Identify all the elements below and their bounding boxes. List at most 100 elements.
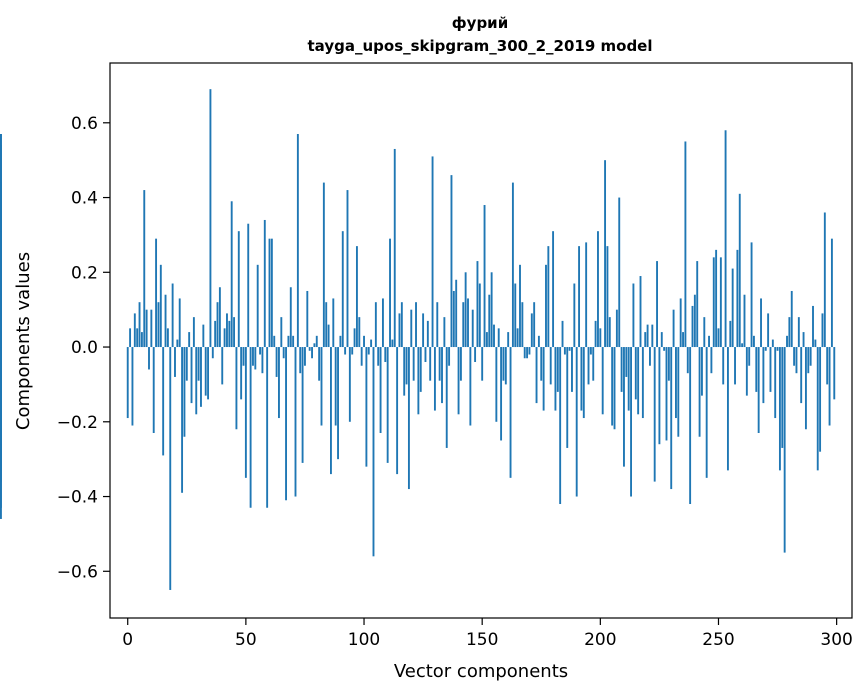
bar [719, 257, 722, 348]
bar [566, 347, 569, 448]
bar [790, 290, 793, 348]
bar [823, 212, 826, 348]
bar [701, 347, 703, 396]
bar [207, 347, 210, 400]
bar [131, 347, 134, 426]
bar [140, 332, 143, 348]
y-tick-label: 0.2 [71, 263, 98, 283]
bar [760, 298, 762, 348]
bar [637, 347, 640, 415]
bar [381, 298, 384, 348]
bar [226, 313, 228, 348]
y-tick-label: −0.4 [57, 488, 98, 508]
bar [474, 347, 477, 362]
bar [162, 347, 165, 456]
bar [594, 320, 597, 348]
bar [181, 347, 184, 493]
bar [188, 332, 191, 348]
bar [292, 335, 295, 348]
bar [320, 347, 323, 426]
bar [476, 261, 479, 348]
bar [540, 347, 543, 381]
bar [755, 347, 758, 392]
bar [582, 347, 585, 419]
x-tick-label: 250 [702, 630, 734, 650]
bar [752, 335, 755, 348]
bar [209, 89, 212, 348]
bar [155, 238, 158, 348]
bar [192, 317, 195, 348]
x-axis-ticks: 0 50 100 150 200 250 300 [122, 618, 853, 650]
bar [578, 246, 581, 348]
bar [353, 328, 356, 348]
bar [306, 290, 309, 348]
bar [592, 347, 595, 381]
bar [471, 309, 474, 348]
bar [826, 347, 829, 385]
bar [457, 347, 460, 415]
bar [729, 320, 732, 348]
bar [0, 347, 2, 351]
bar [717, 328, 720, 348]
bar [516, 328, 519, 348]
bar [330, 347, 332, 475]
bar [608, 317, 611, 348]
bar [481, 347, 484, 381]
bar [611, 347, 614, 426]
bar [268, 238, 271, 348]
bar [244, 347, 247, 478]
bar [712, 257, 715, 348]
bar [618, 197, 621, 348]
bar [665, 347, 668, 441]
bar [563, 347, 566, 355]
bar [689, 347, 692, 505]
y-tick-label: 0.4 [71, 189, 98, 209]
bar [625, 347, 628, 377]
bar [493, 324, 495, 348]
bar [483, 205, 486, 348]
bar [644, 332, 647, 348]
bar [738, 193, 741, 348]
bar [561, 320, 564, 348]
bar [169, 347, 172, 590]
bar [429, 347, 432, 381]
bar [639, 276, 642, 348]
x-tick-label: 50 [235, 630, 257, 650]
bar [254, 347, 257, 370]
bar [724, 130, 727, 348]
bar [627, 347, 630, 411]
bar [400, 302, 403, 348]
bar [606, 246, 609, 348]
bar [762, 347, 765, 404]
bar [419, 347, 422, 392]
bar [185, 347, 188, 381]
bar [150, 309, 153, 348]
y-axis-ticks: −0.6 −0.4 −0.2 0.0 0.2 0.4 0.6 [57, 114, 110, 582]
bar [741, 343, 744, 348]
bar [190, 347, 193, 404]
bar [223, 328, 226, 348]
bar [511, 182, 514, 348]
y-tick-label: 0.6 [71, 114, 98, 134]
bar [734, 347, 736, 385]
bar [485, 332, 488, 348]
bar [398, 313, 401, 348]
bar [445, 347, 448, 448]
bar [0, 231, 2, 348]
bar [743, 294, 746, 348]
bar [804, 347, 807, 430]
bar [412, 347, 415, 381]
bar [327, 324, 330, 348]
bar [793, 347, 796, 366]
bar [436, 302, 439, 348]
bar [802, 332, 805, 348]
bar [0, 347, 2, 392]
bar [507, 332, 510, 348]
bar [311, 347, 313, 359]
bar [417, 347, 420, 415]
bar [325, 302, 328, 348]
bar [663, 347, 666, 351]
y-tick-label: −0.6 [57, 562, 98, 582]
bar [556, 347, 559, 392]
bar [211, 347, 214, 359]
